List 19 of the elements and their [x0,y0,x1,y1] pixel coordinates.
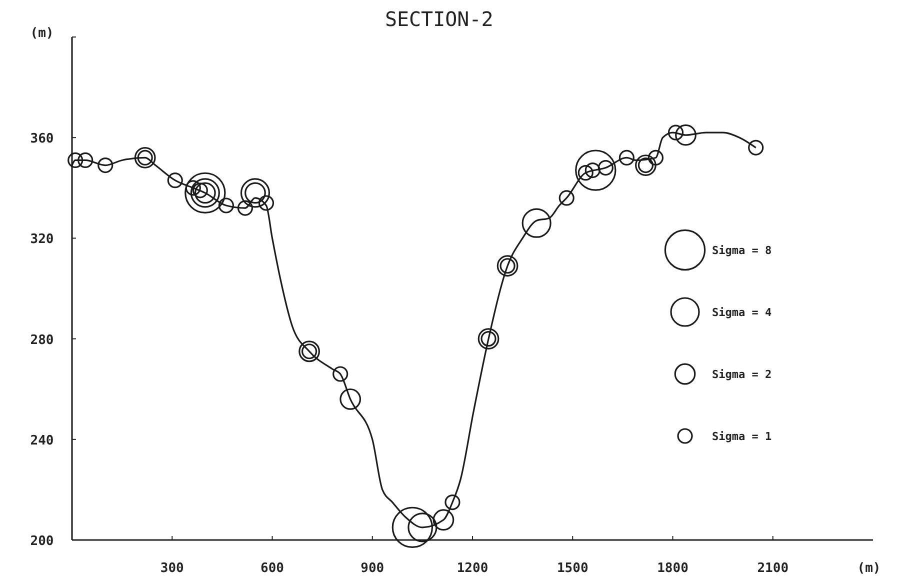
x-tick-label: 1800 [657,561,689,576]
legend-label: Sigma = 1 [712,430,772,443]
legend-label: Sigma = 8 [712,244,772,257]
y-axis-title: (m) [30,26,54,41]
y-tick-label: 200 [30,534,54,549]
y-tick-label: 240 [30,433,54,448]
legend-label: Sigma = 2 [712,368,772,381]
y-tick-label: 360 [30,132,54,147]
x-tick-label: 300 [160,561,184,576]
x-tick-label: 2100 [757,561,789,576]
x-tick-label: 900 [360,561,384,576]
x-axis-title: (m) [857,561,881,576]
x-tick-label: 600 [260,561,284,576]
chart-title: SECTION-2 [384,7,494,31]
x-tick-label: 1200 [456,561,488,576]
x-tick-label: 1500 [556,561,588,576]
y-tick-label: 280 [30,332,54,348]
legend-label: Sigma = 4 [712,306,772,319]
y-tick-label: 320 [30,232,54,248]
